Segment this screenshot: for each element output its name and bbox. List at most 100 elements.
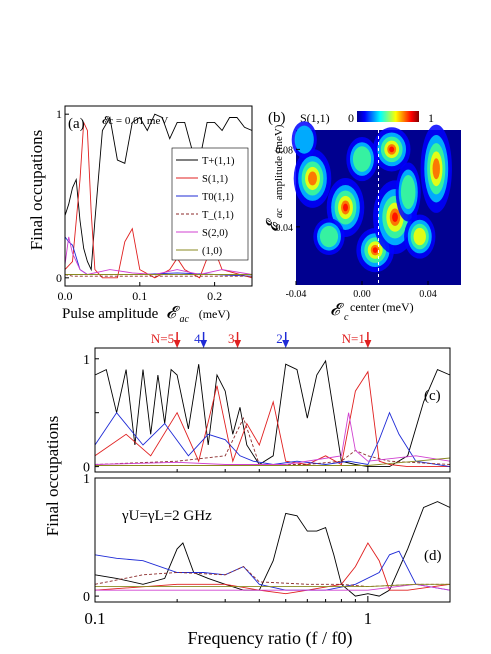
panel-a-series-s-1-1 — [64, 122, 253, 279]
panel-a-xlabel-unit: (meV) — [199, 307, 230, 321]
panel-c: N=5 4 3 2 N=1 (c) 01 — [83, 331, 451, 476]
heatmap-blob — [319, 225, 339, 248]
panel-b-xlabel-unit: center (meV) — [350, 300, 414, 314]
panel-d-ticks: 010.1 1 — [83, 472, 451, 628]
colorbar-title: S(1,1) — [300, 111, 330, 125]
panel-a-series-t-1-1 — [64, 274, 252, 277]
panel-c-ticks: 01 — [83, 353, 451, 476]
heatmap-blobs — [291, 121, 452, 285]
panel-d-plot-area — [94, 501, 451, 597]
legend-label-t-1-1: T_(1,1) — [202, 210, 234, 221]
panel-c-markers: N=5 4 3 2 N=1 — [151, 331, 372, 348]
heatmap — [291, 121, 461, 285]
shared-xtick-label: 1 — [364, 609, 373, 628]
panel-a-series-s-2-0 — [64, 236, 253, 275]
heatmap-blob — [372, 247, 378, 254]
legend-label-s-1-1: S(1,1) — [202, 174, 228, 185]
heatmap-blob — [308, 171, 317, 186]
shared-ylabel: Final occupations — [43, 416, 62, 536]
resonance-label-n-1: N=1 — [342, 331, 365, 346]
colorbar — [357, 111, 419, 122]
panel-c-series-1-0 — [95, 457, 451, 466]
heatmap-blob — [352, 146, 372, 172]
panel-b-xlabel: 𝓔 c — [330, 300, 349, 323]
panel-b-ticks: -0.04 0.00 0.04 0.04 0.08 — [276, 145, 437, 300]
panel-b-ylabel-symbol: 𝓔 — [263, 217, 282, 232]
panel-d-series-1-0 — [95, 583, 450, 588]
panel-b: (b) S(1,1) 0 1 -0.04 0.00 0.04 0.04 0.08 𝓔 a… — [263, 110, 461, 323]
panel-a-legend-box — [171, 147, 249, 261]
panel-b-ytick-label: 0.04 — [276, 223, 294, 234]
panel-b-tag: (b) — [268, 110, 286, 126]
panel-b-ytick-label: 0.08 — [276, 145, 294, 156]
resonance-label-2: 2 — [276, 331, 283, 346]
panel-a-ytick-label: 0 — [56, 271, 62, 285]
panel-a-legend: T+(1,1) S(1,1) T0(1,1) T_(1,1) S(2,0) (1,0) — [171, 147, 249, 261]
panel-a: Final occupations (a) 𝓔c = 0.01 meV 0.0 0… — [27, 105, 253, 326]
heatmap-blob — [413, 227, 426, 246]
panel-a-frame — [64, 105, 253, 287]
panel-d-ytick-label: 1 — [83, 472, 90, 487]
shared-xtick-label: 0.1 — [84, 609, 105, 628]
panel-a-ylabel: Final occupations — [27, 130, 46, 250]
panel-c-series-t0-1-1 — [94, 411, 451, 468]
heatmap-blob — [432, 158, 440, 180]
panel-a-xtick-label: 0.2 — [207, 289, 222, 303]
legend-label-t0-1-1: T0(1,1) — [202, 192, 234, 203]
panel-d-series-t-1-1 — [94, 501, 451, 597]
panel-d-series-s-1-1 — [94, 542, 451, 595]
panel-b-xtick-label: 0.04 — [419, 289, 437, 300]
panel-b-ylabel-sub: ac — [274, 208, 285, 218]
resonance-arrow-head — [173, 340, 181, 348]
resonance-label-3: 3 — [228, 331, 235, 346]
panel-c-series-t-1-1 — [94, 359, 451, 468]
panel-a-tag: (a) — [68, 116, 85, 132]
panel-c-ytick-label: 1 — [83, 353, 90, 368]
panel-a-xlabel: Pulse amplitude 𝓔 ac (meV) — [62, 303, 230, 326]
panel-a-xlabel-text: Pulse amplitude — [62, 306, 159, 322]
legend-label-1-0: (1,0) — [202, 246, 223, 257]
panel-c-plot-area — [94, 359, 451, 468]
heatmap-blob — [389, 146, 395, 153]
panel-a-xtick-label: 0.0 — [58, 289, 73, 303]
heatmap-blob — [294, 125, 314, 154]
resonance-label-n-5: N=5 — [151, 331, 174, 346]
panel-a-xtick-label: 0.1 — [132, 289, 147, 303]
panel-c-series-s-1-1 — [94, 370, 450, 468]
resonance-arrow-head — [282, 340, 290, 348]
panel-d-tag: (d) — [424, 548, 442, 564]
panel-a-plot-area — [64, 113, 253, 279]
resonance-label-4: 4 — [194, 331, 201, 346]
resonance-arrow-head — [200, 340, 208, 348]
panel-c-tag: (c) — [424, 388, 441, 404]
panel-b-xlabel-sub: c — [344, 312, 349, 323]
panel-c-series-t-1-1 — [94, 416, 451, 465]
colorbar-max-label: 1 — [428, 111, 434, 125]
panel-a-xlabel-sub: ac — [180, 314, 190, 325]
panel-b-ylabel-unit: amplitude (meV) — [273, 124, 285, 200]
panel-b-ylabel: 𝓔 ac — [263, 208, 285, 232]
panel-b-xlabel-symbol: 𝓔 — [330, 300, 345, 319]
panel-c-series-s-2-0 — [94, 412, 451, 465]
shared-xlabel: Frequency ratio (f / f0) — [188, 628, 353, 649]
panel-c-frame — [94, 347, 451, 473]
colorbar-min-label: 0 — [348, 111, 354, 125]
resonance-arrow-head — [234, 340, 242, 348]
heatmap-blob — [392, 212, 398, 223]
panel-b-xtick-label: -0.04 — [286, 289, 307, 300]
panel-d-frame — [94, 477, 451, 603]
panel-d-series-t-1-1 — [94, 566, 450, 588]
legend-label-s-2-0: S(2,0) — [202, 228, 228, 239]
resonance-arrow-head — [364, 340, 372, 348]
panel-a-series-t-1-1 — [64, 113, 253, 272]
panel-d-series-t0-1-1 — [94, 550, 451, 591]
heatmap-blob — [400, 174, 416, 210]
heatmap-blob — [343, 203, 348, 212]
panel-a-ytick-label: 1 — [56, 107, 62, 121]
panel-a-ticks: 0.0 0.1 0.2 0 1 — [56, 107, 222, 303]
panel-a-annotation: 𝓔c = 0.01 meV — [102, 115, 168, 127]
panel-b-xtick-label: 0.00 — [353, 289, 371, 300]
panel-d-ytick-label: 0 — [83, 590, 90, 605]
legend-label-t-1-1: T+(1,1) — [202, 156, 235, 167]
